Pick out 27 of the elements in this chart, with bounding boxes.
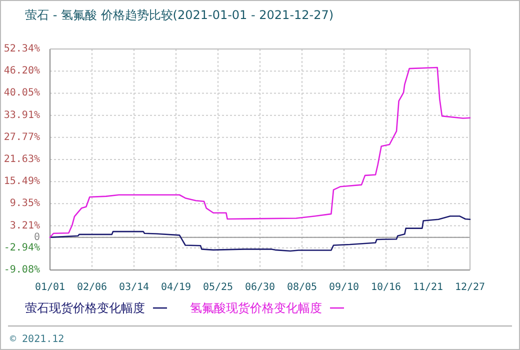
y-tick-label: 9.35% — [10, 198, 40, 210]
x-tick-label: 04/19 — [160, 282, 192, 293]
text: © 2021.12 — [10, 334, 64, 345]
y-tick-label: 40.05% — [4, 88, 40, 99]
y-tick-label: 15.49% — [4, 176, 40, 188]
chart-title: 萤石 - 氢氟酸 价格趋势比较(2021-01-01 - 2021-12-27) — [25, 8, 334, 22]
x-tick-label: 03/14 — [118, 282, 150, 293]
x-tick-label: 11/21 — [412, 282, 444, 293]
x-tick-label: 08/05 — [286, 282, 318, 293]
legend-label: 萤石现货价格变化幅度 — [25, 301, 145, 315]
y-tick-label: -2.94% — [4, 242, 40, 254]
y-tick-label: 33.91% — [4, 110, 40, 121]
y-tick-label: 27.77% — [4, 132, 40, 143]
x-tick-label: 01/01 — [34, 282, 66, 293]
x-tick-label: 10/16 — [370, 282, 402, 293]
x-tick-label: 02/06 — [76, 282, 108, 293]
y-tick-label: -9.08% — [4, 264, 40, 276]
y-tick-label: 52.34% — [4, 44, 40, 54]
legend-label: 氢氟酸现货价格变化幅度 — [190, 301, 322, 315]
x-tick-label: 05/25 — [202, 282, 234, 293]
x-tick-label: 06/30 — [244, 282, 276, 293]
y-tick-label: 3.21% — [10, 220, 40, 232]
x-tick-label: 09/10 — [328, 282, 360, 293]
y-tick-label: 21.63% — [4, 154, 40, 165]
y-tick-label: 46.20% — [4, 66, 40, 77]
x-tick-label: 12/27 — [454, 282, 486, 293]
y-tick-label: 0 — [34, 232, 40, 243]
